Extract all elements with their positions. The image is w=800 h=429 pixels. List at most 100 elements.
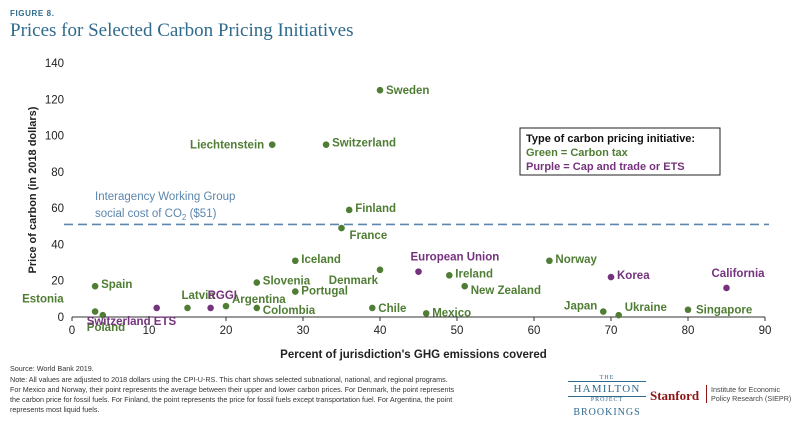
legend-entry-carbon-tax: Green = Carbon tax bbox=[526, 147, 629, 159]
logo-text-the: THE bbox=[599, 375, 615, 381]
point-sweden bbox=[376, 86, 384, 94]
y-tick-label: 0 bbox=[58, 312, 64, 324]
source-note: Source: World Bank 2019. bbox=[10, 364, 94, 373]
reference-label-line-2: social cost of CO2 ($51) bbox=[95, 208, 217, 222]
x-axis-title: Percent of jurisdiction's GHG emissions … bbox=[280, 349, 547, 361]
point-denmark bbox=[376, 266, 384, 274]
point-label-france: France bbox=[350, 230, 388, 242]
point-european-union bbox=[415, 268, 422, 275]
point-label-finland: Finland bbox=[355, 203, 396, 215]
x-tick-label: 70 bbox=[605, 325, 618, 337]
point-japan bbox=[600, 308, 607, 315]
stanford-logo: Stanford bbox=[650, 388, 700, 403]
scatter-chart: 0 10 20 30 40 50 60 70 80 90 0 20 40 60 80 100 120 140 Per… bbox=[22, 58, 771, 361]
point-label-liechtenstein: Liechtenstein bbox=[190, 140, 264, 152]
point-colombia bbox=[253, 304, 261, 312]
point-finland bbox=[345, 206, 353, 214]
y-tick-label: 100 bbox=[45, 131, 64, 143]
x-tick-label: 60 bbox=[528, 325, 541, 337]
x-tick-label: 40 bbox=[374, 325, 387, 337]
point-label-ukraine: Ukraine bbox=[625, 302, 667, 314]
point-label-switzerland-ets: Switzerland ETS bbox=[87, 316, 177, 328]
point-ireland bbox=[446, 271, 453, 279]
point-latvia bbox=[184, 304, 191, 312]
x-tick-label: 50 bbox=[451, 325, 464, 337]
chart-title: Prices for Selected Carbon Pricing Initi… bbox=[10, 20, 354, 41]
point-label-spain: Spain bbox=[101, 279, 132, 291]
point-spain bbox=[91, 282, 99, 290]
point-label-denmark: Denmark bbox=[329, 275, 379, 287]
point-label-rggi: RGGI bbox=[208, 290, 237, 302]
x-tick-label: 80 bbox=[682, 325, 695, 337]
legend-title: Type of carbon pricing initiative: bbox=[526, 133, 695, 145]
y-tick-label: 120 bbox=[45, 94, 64, 106]
point-new-zealand bbox=[461, 282, 469, 290]
figure-label: FIGURE 8. bbox=[10, 9, 55, 18]
point-label-sweden: Sweden bbox=[386, 85, 429, 97]
point-label-california: California bbox=[712, 268, 766, 280]
point-label-new-zealand: New Zealand bbox=[471, 285, 541, 297]
hamilton-project-logo: THE HAMILTON PROJECT BROOKINGS bbox=[568, 375, 646, 418]
y-axis-title: Price of carbon (in 2018 dollars) bbox=[27, 106, 39, 273]
point-norway bbox=[546, 257, 553, 265]
x-tick-label: 0 bbox=[69, 325, 75, 337]
reference-label-text: social cost of CO bbox=[95, 208, 182, 220]
point-label-ireland: Ireland bbox=[455, 268, 493, 280]
point-label-switzerland: Switzerland bbox=[332, 138, 396, 150]
point-ukraine bbox=[615, 311, 622, 319]
point-chile bbox=[369, 304, 376, 312]
logo-text-project: PROJECT bbox=[590, 397, 624, 403]
point-iceland bbox=[292, 257, 299, 265]
legend-entry-cap-and-trade: Purple = Cap and trade or ETS bbox=[526, 161, 685, 173]
y-tick-label: 20 bbox=[51, 276, 64, 288]
siepr-logo: Institute for Economic Policy Research (… bbox=[706, 385, 791, 403]
point-label-latvia: Latvia bbox=[182, 290, 216, 302]
methodology-note: Note: All values are adjusted to 2018 do… bbox=[10, 375, 455, 414]
point-label-portugal: Portugal bbox=[301, 286, 348, 298]
reference-label-line-1: Interagency Working Group bbox=[95, 191, 235, 203]
y-tick-label: 140 bbox=[45, 58, 64, 70]
chart-legend: Type of carbon pricing initiative: Green … bbox=[519, 127, 721, 176]
point-label-iceland: Iceland bbox=[301, 254, 341, 266]
y-tick-label: 60 bbox=[51, 203, 64, 215]
point-korea bbox=[607, 273, 615, 281]
point-label-korea: Korea bbox=[617, 270, 650, 282]
reference-label-tail: ($51) bbox=[186, 208, 216, 220]
y-tick-label: 40 bbox=[51, 239, 64, 251]
point-label-estonia: Estonia bbox=[22, 294, 64, 306]
point-switzerland-ets bbox=[153, 304, 160, 312]
point-singapore bbox=[684, 306, 692, 314]
x-tick-label: 20 bbox=[220, 325, 233, 337]
point-mexico bbox=[422, 310, 430, 317]
point-label-slovenia: Slovenia bbox=[263, 276, 311, 288]
point-liechtenstein bbox=[268, 141, 276, 148]
point-california bbox=[723, 284, 730, 292]
point-label-chile: Chile bbox=[378, 303, 406, 315]
point-estonia bbox=[91, 308, 99, 315]
siepr-line-2: Policy Research (SIEPR) bbox=[711, 394, 792, 403]
x-tick-label: 30 bbox=[297, 325, 310, 337]
point-label-mexico: Mexico bbox=[432, 307, 471, 319]
point-switzerland bbox=[322, 141, 330, 148]
point-label-poland: Poland bbox=[87, 322, 125, 334]
point-label-japan: Japan bbox=[564, 301, 597, 313]
x-tick-label: 10 bbox=[143, 325, 156, 337]
reference-label-subscript: 2 bbox=[182, 213, 187, 222]
point-argentina bbox=[222, 302, 230, 310]
x-tick-label: 90 bbox=[759, 325, 772, 337]
point-label-norway: Norway bbox=[555, 254, 597, 266]
legend-box bbox=[519, 127, 721, 176]
data-points: Sweden Liechtenstein Switzerland Finland Fra… bbox=[22, 85, 765, 334]
point-label-colombia: Colombia bbox=[263, 305, 316, 317]
point-slovenia bbox=[253, 279, 261, 286]
y-tick-label: 80 bbox=[51, 167, 64, 179]
reference-line-group: Interagency Working Group social cost of … bbox=[64, 191, 769, 226]
logo-text-hamilton: HAMILTON bbox=[568, 381, 646, 397]
point-rggi bbox=[207, 304, 214, 312]
point-label-european-union: European Union bbox=[411, 252, 500, 264]
point-label-argentina: Argentina bbox=[232, 294, 286, 306]
point-poland bbox=[99, 311, 107, 319]
chart-axes: 0 10 20 30 40 50 60 70 80 90 0 20 40 60 80 100 120 140 Per… bbox=[27, 58, 771, 361]
point-france bbox=[338, 224, 345, 232]
siepr-line-1: Institute for Economic bbox=[711, 385, 781, 394]
